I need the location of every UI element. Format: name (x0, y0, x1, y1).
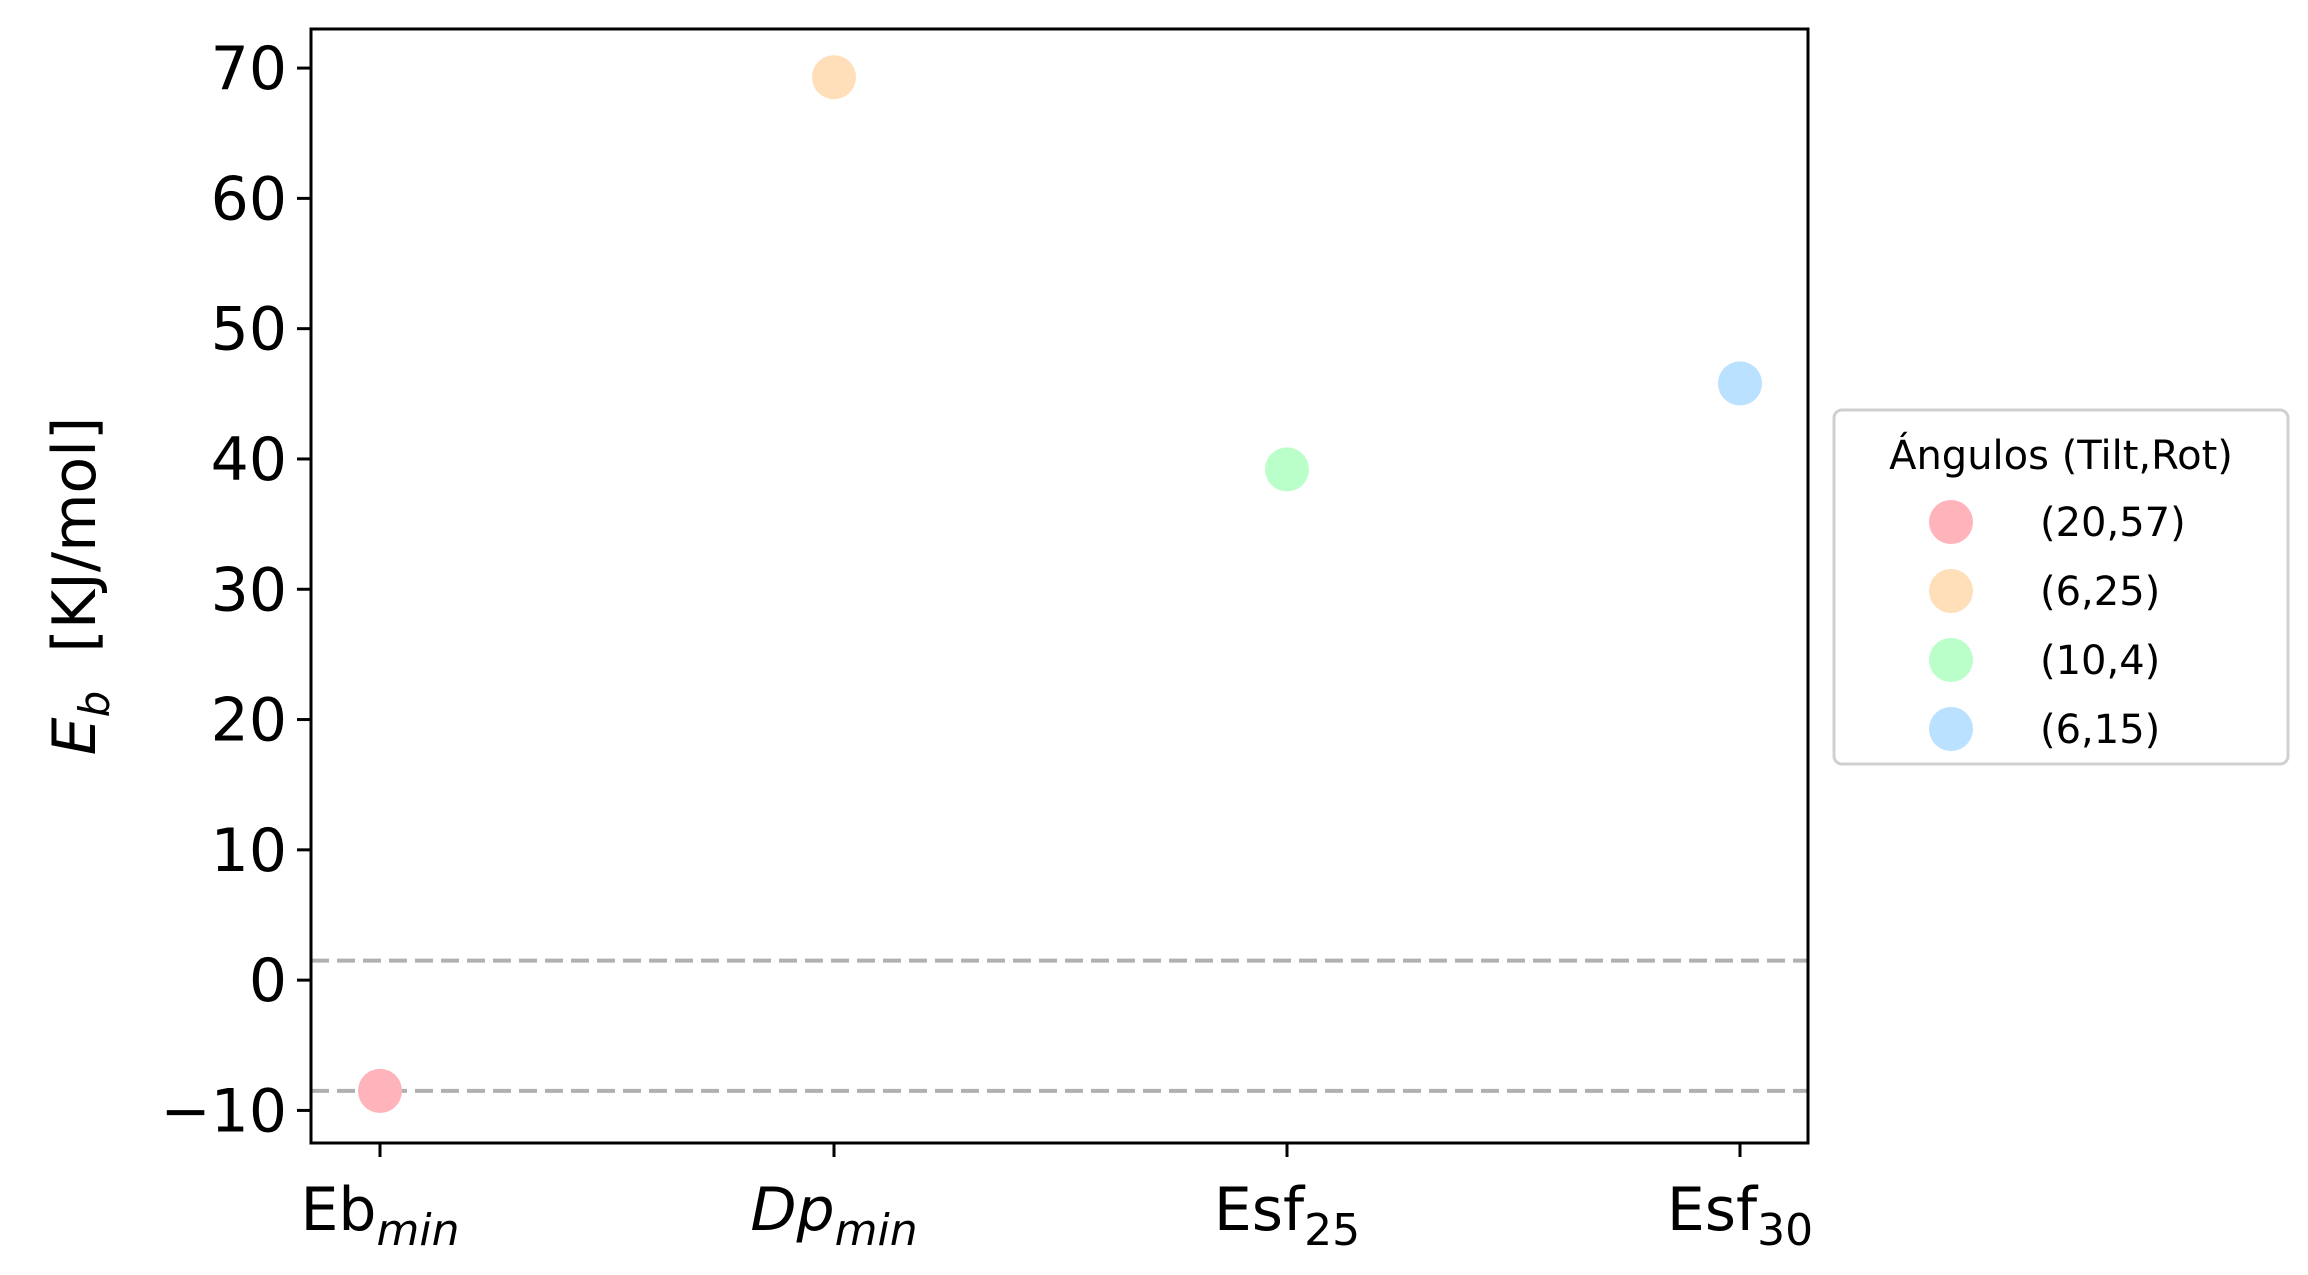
legend-marker (1929, 638, 1973, 682)
legend-marker (1929, 707, 1973, 751)
data-point-2 (812, 55, 856, 100)
legend: Ángulos (Tilt,Rot) (20,57) (6,25) (10,4) (6,… (1832, 408, 2290, 766)
y-tick-label: 0 (249, 946, 287, 1016)
y-tick-label: 10 (211, 816, 287, 886)
reference-lines (311, 958, 1808, 1093)
data-point-3 (1265, 447, 1309, 492)
y-tick-label: 70 (211, 34, 287, 104)
legend-label: (20,57) (2040, 500, 2186, 546)
x-tick-label: Dpmin (750, 1175, 917, 1256)
y-axis-title: Eb [KJ/mol] (40, 417, 119, 756)
data-points (358, 55, 1762, 1113)
x-tick-label: Esf25 (1214, 1175, 1360, 1256)
legend-label: (6,15) (2040, 707, 2160, 753)
y-tick-label: 60 (211, 164, 287, 234)
y-axis: −10 0 10 20 30 40 50 60 70 (160, 34, 311, 1146)
x-axis: Ebmin Dpmin Esf25 Esf30 (301, 1143, 1813, 1256)
y-tick-label: 30 (211, 555, 287, 625)
y-tick-label: 20 (211, 686, 287, 756)
legend-marker (1929, 500, 1973, 544)
y-tick-label: 40 (211, 425, 287, 495)
y-tick-label: −10 (160, 1076, 287, 1146)
y-tick-label: 50 (211, 295, 287, 365)
y-axis-label: Eb [KJ/mol] (40, 417, 119, 756)
legend-title: Ángulos (Tilt,Rot) (1889, 431, 2233, 479)
legend-label: (10,4) (2040, 638, 2160, 684)
legend-label: (6,25) (2040, 569, 2160, 615)
x-tick-label: Esf30 (1667, 1175, 1813, 1256)
data-point-1 (358, 1068, 402, 1113)
plot-area-frame (309, 27, 1810, 1145)
x-tick-label: Ebmin (301, 1175, 460, 1256)
data-point-4 (1718, 361, 1762, 406)
legend-marker (1929, 569, 1973, 613)
